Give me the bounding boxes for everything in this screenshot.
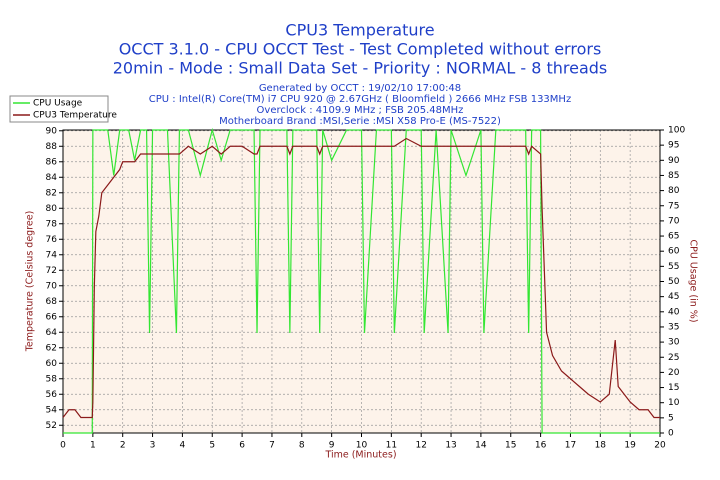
- y-tick-label: 56: [46, 390, 58, 400]
- y2-tick-label: 65: [668, 232, 679, 242]
- subtitle: OCCT 3.1.0 - CPU OCCT Test - Test Comple…: [119, 40, 602, 59]
- y-tick-label: 90: [46, 126, 58, 136]
- x-tick-label: 16: [535, 441, 547, 451]
- x-tick-label: 1: [90, 441, 96, 451]
- info-line: Overclock : 4109.9 MHz ; FSB 205.48MHz: [257, 105, 464, 116]
- subtitle: 20min - Mode : Small Data Set - Priority…: [113, 59, 608, 78]
- y-tick-label: 54: [46, 405, 58, 415]
- y2-tick-label: 10: [668, 398, 680, 408]
- y-tick-label: 80: [46, 204, 58, 214]
- y-tick-label: 62: [46, 343, 57, 353]
- x-tick-label: 5: [209, 441, 215, 451]
- y2-tick-label: 100: [668, 126, 685, 136]
- x-tick-label: 8: [299, 441, 305, 451]
- y2-tick-label: 55: [668, 262, 679, 272]
- y-tick-label: 82: [46, 188, 57, 198]
- y-tick-label: 76: [46, 235, 58, 245]
- x-tick-label: 4: [180, 441, 186, 451]
- y-tick-label: 64: [46, 328, 58, 338]
- x-tick-label: 12: [415, 441, 426, 451]
- x-tick-label: 10: [356, 441, 368, 451]
- y-tick-label: 78: [46, 219, 58, 229]
- x-tick-label: 13: [445, 441, 456, 451]
- y2-tick-label: 80: [668, 186, 680, 196]
- y2-tick-label: 25: [668, 353, 679, 363]
- y-tick-label: 60: [46, 359, 58, 369]
- chart-title: CPU3 Temperature: [285, 21, 434, 40]
- data-line: [63, 127, 660, 434]
- y-tick-label: 84: [46, 173, 58, 183]
- x-tick-label: 0: [60, 441, 66, 451]
- legend-label: CPU3 Temperature: [33, 111, 117, 121]
- x-tick-label: 14: [475, 441, 487, 451]
- y2-tick-label: 0: [668, 429, 674, 439]
- y-tick-label: 86: [46, 157, 58, 167]
- y-tick-label: 68: [46, 297, 58, 307]
- y-tick-label: 88: [46, 142, 58, 152]
- legend-box: [9, 95, 109, 123]
- x-tick-label: 9: [329, 441, 335, 451]
- y-tick-label: 74: [46, 250, 58, 260]
- x-tick-label: 6: [239, 441, 245, 451]
- x-tick-label: 15: [505, 441, 516, 451]
- y-tick-label: 58: [46, 374, 58, 384]
- y2-tick-label: 5: [668, 413, 674, 423]
- x-tick-label: 2: [120, 441, 126, 451]
- y-tick-label: 66: [46, 312, 58, 322]
- y-tick-label: 52: [46, 421, 57, 431]
- x-tick-label: 11: [386, 441, 397, 451]
- y-tick-label: 72: [46, 266, 57, 276]
- x-tick-label: 17: [565, 441, 576, 451]
- y2-tick-label: 70: [668, 216, 680, 226]
- y2-tick-label: 75: [668, 201, 679, 211]
- x-tick-label: 3: [150, 441, 156, 451]
- y-tick-label: 70: [46, 281, 58, 291]
- info-line: CPU : Intel(R) Core(TM) i7 CPU 920 @ 2.6…: [149, 94, 571, 105]
- y2-tick-label: 30: [668, 338, 680, 348]
- y2-axis-label: CPU Usage (in %): [688, 239, 699, 322]
- y2-tick-label: 15: [668, 383, 679, 393]
- data-line: [62, 137, 660, 419]
- y2-tick-label: 95: [668, 141, 679, 151]
- y2-tick-label: 40: [668, 307, 680, 317]
- y-axis-label: Temperature (Celsius degree): [25, 211, 36, 353]
- y2-tick-label: 60: [668, 247, 680, 257]
- y2-tick-label: 50: [668, 277, 680, 287]
- info-line: Generated by OCCT : 19/02/10 17:00:48: [259, 83, 461, 94]
- legend-label: CPU Usage: [33, 99, 83, 109]
- x-tick-label: 19: [624, 441, 636, 451]
- y2-tick-label: 45: [668, 292, 679, 302]
- y2-tick-label: 85: [668, 171, 679, 181]
- y2-tick-label: 90: [668, 156, 680, 166]
- x-axis-label: Time (Minutes): [324, 450, 396, 461]
- x-tick-label: 7: [269, 441, 275, 451]
- y2-tick-label: 20: [668, 368, 680, 378]
- info-line: Motherboard Brand :MSI,Serie :MSI X58 Pr…: [219, 116, 501, 127]
- x-tick-label: 18: [595, 441, 607, 451]
- x-tick-label: 20: [654, 441, 666, 451]
- y2-tick-label: 35: [668, 322, 679, 332]
